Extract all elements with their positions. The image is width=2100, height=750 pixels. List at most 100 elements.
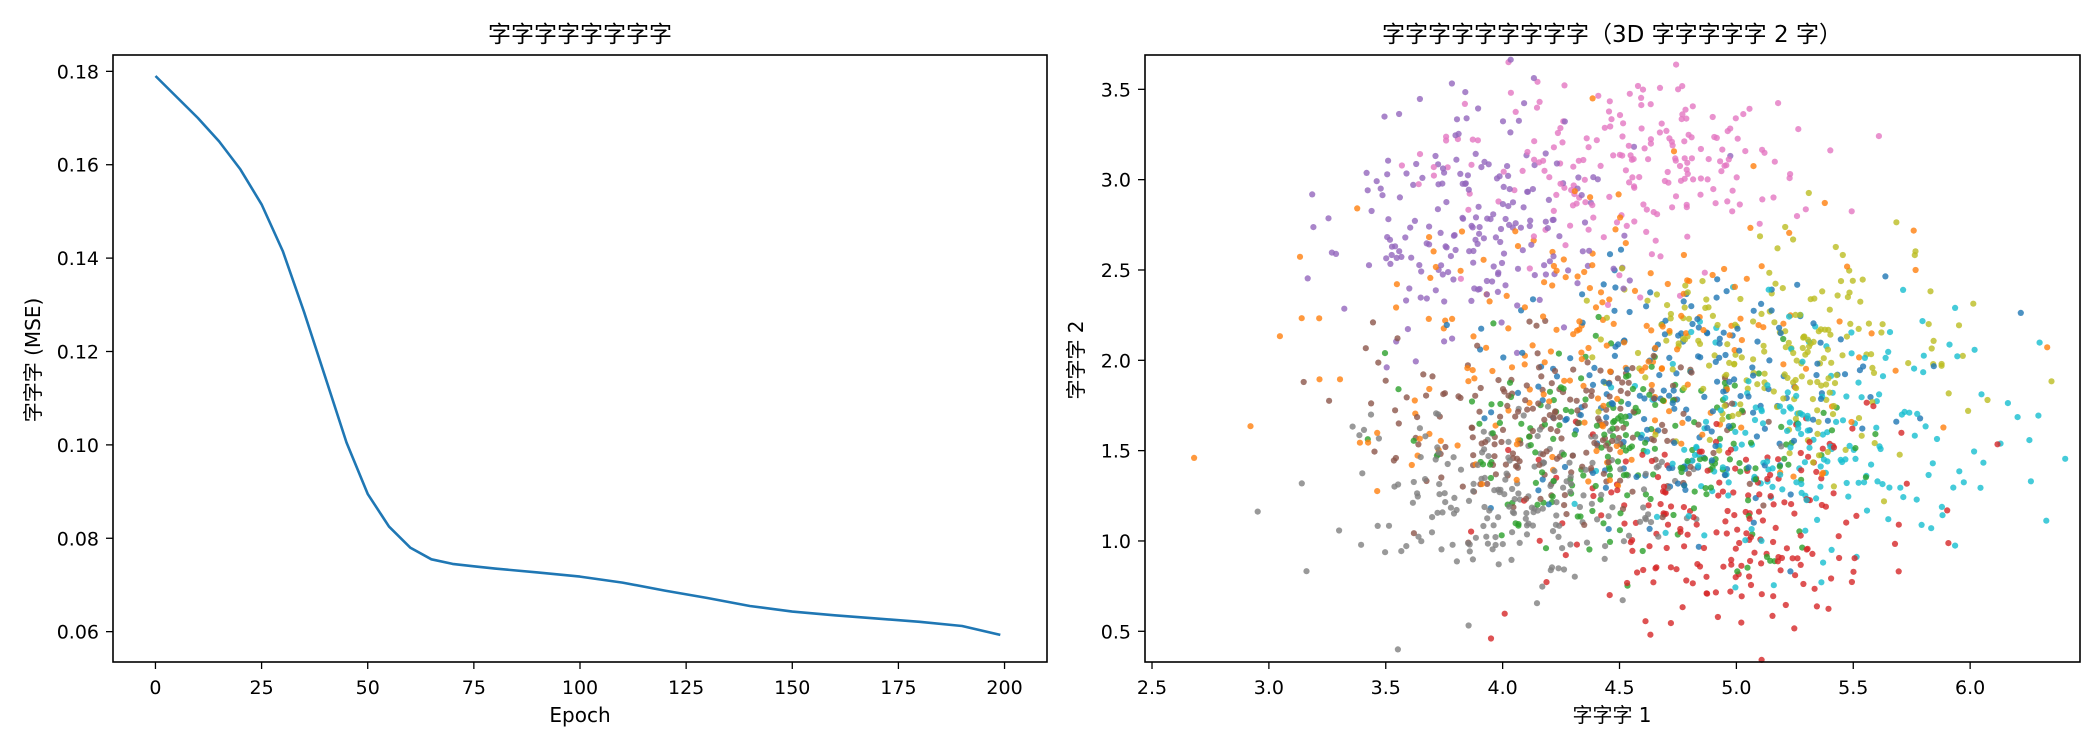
scatter-y-axis-label: 字字字 2 (1064, 320, 1088, 399)
scatter-point (1546, 388, 1554, 395)
scatter-point (1471, 285, 1478, 292)
scatter-point (1513, 441, 1520, 448)
scatter-point (1642, 439, 1649, 446)
scatter-point (1647, 289, 1654, 296)
scatter-point (1614, 487, 1621, 494)
scatter-point (1616, 112, 1624, 119)
scatter-point (1622, 167, 1629, 174)
scatter-point (1749, 364, 1756, 371)
scatter-y-tick-label: 3.0 (1101, 170, 1131, 192)
scatter-point (1738, 424, 1745, 431)
scatter-point (1451, 232, 1458, 239)
scatter-point (1534, 433, 1541, 440)
scatter-point (1765, 286, 1772, 293)
scatter-point (1565, 267, 1572, 274)
scatter-point (1475, 203, 1482, 210)
scatter-point (1533, 104, 1541, 111)
scatter-point (1938, 503, 1945, 510)
scatter-point (1848, 578, 1855, 586)
scatter-point (1720, 563, 1727, 570)
scatter-point (1599, 299, 1606, 306)
scatter-point (1387, 260, 1394, 267)
scatter-point (1626, 308, 1633, 316)
scatter-point (1608, 116, 1615, 123)
scatter-point (1896, 451, 1903, 458)
scatter-point (1634, 569, 1641, 576)
scatter-point (1695, 353, 1702, 360)
scatter-point (1341, 305, 1348, 312)
scatter-point (1570, 163, 1577, 170)
scatter-point (1594, 176, 1601, 183)
scatter-point (1746, 105, 1753, 112)
scatter-point (1398, 253, 1405, 260)
scatter-point (1612, 343, 1619, 350)
scatter-point (1732, 465, 1739, 472)
scatter-point (1771, 319, 1778, 326)
scatter-point (1732, 115, 1739, 122)
scatter-point (1418, 268, 1425, 275)
scatter-point (1763, 553, 1771, 561)
scatter-point (1755, 322, 1762, 329)
scatter-point (1310, 224, 1317, 231)
scatter-point (1772, 524, 1779, 532)
scatter-point (1439, 509, 1446, 516)
scatter-point (1549, 282, 1556, 289)
scatter-point (1636, 174, 1643, 181)
scatter-point (1532, 479, 1539, 486)
scatter-point (1758, 310, 1765, 317)
scatter-point (1589, 507, 1596, 515)
scatter-point (1722, 351, 1729, 359)
scatter-point (1633, 473, 1640, 480)
scatter-point (1781, 499, 1788, 506)
scatter-point (1656, 84, 1664, 91)
scatter-point (1677, 464, 1684, 471)
scatter-point (1420, 371, 1427, 378)
scatter-point (1905, 360, 1912, 367)
scatter-point (1551, 468, 1558, 475)
scatter-point (1444, 460, 1451, 468)
scatter-point (1622, 447, 1629, 454)
scatter-point (1747, 224, 1754, 231)
scatter-point (1536, 537, 1543, 544)
scatter-point (1721, 162, 1728, 169)
scatter-point (1825, 375, 1832, 382)
loss-curve-panel: 字字字字字字字字 0 25 50 75 100 125 150 175 200 0.06 0.08… (21, 22, 1048, 727)
scatter-point (1402, 234, 1409, 241)
scatter-point (1793, 385, 1800, 392)
scatter-point (1602, 484, 1609, 491)
scatter-point (1659, 323, 1666, 330)
scatter-point (1754, 381, 1761, 388)
scatter-point (1879, 373, 1887, 380)
scatter-point (1542, 150, 1549, 157)
scatter-point (1426, 234, 1433, 241)
scatter-point (1550, 262, 1557, 270)
scatter-point (1522, 397, 1529, 404)
scatter-point (1571, 188, 1578, 195)
scatter-point (1765, 418, 1772, 425)
scatter-point (1828, 427, 1836, 434)
scatter-point (1919, 318, 1926, 325)
loss-chart-title: 字字字字字字字字 (488, 22, 672, 48)
scatter-point (1720, 388, 1727, 395)
scatter-point (1809, 396, 1816, 403)
loss-y-axis-label: 字字字 (MSE) (21, 298, 45, 423)
scatter-point (1472, 214, 1480, 221)
scatter-point (1617, 413, 1624, 420)
scatter-point (1723, 288, 1730, 295)
scatter-point (1830, 483, 1837, 490)
scatter-point (1903, 480, 1910, 487)
scatter-point (1679, 83, 1686, 90)
scatter-point (1375, 435, 1382, 442)
scatter-point (1503, 292, 1510, 299)
scatter-point (1541, 416, 1548, 423)
scatter-point (1601, 431, 1608, 438)
scatter-point (1620, 472, 1627, 479)
scatter-point (1869, 364, 1876, 371)
scatter-point (1724, 341, 1731, 348)
scatter-point (1659, 421, 1666, 428)
scatter-point (1606, 393, 1613, 400)
scatter-point (1495, 486, 1502, 493)
scatter-point (1600, 520, 1607, 527)
scatter-point (1689, 457, 1696, 464)
scatter-point (1492, 534, 1499, 541)
